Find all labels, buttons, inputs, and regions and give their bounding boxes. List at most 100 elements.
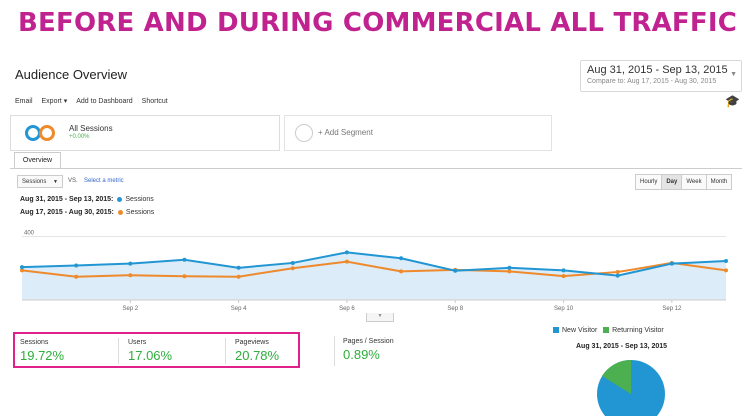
data-point-previous — [344, 259, 349, 264]
x-tick-label: Sep 8 — [447, 306, 463, 312]
x-tick-label: Sep 10 — [554, 306, 574, 312]
x-tick-label: Sep 2 — [122, 306, 138, 312]
series-dot-icon — [117, 209, 123, 215]
y-tick-label: 400 — [24, 230, 35, 236]
page-title: Audience Overview — [15, 67, 127, 82]
stat-value: 0.89% — [343, 347, 380, 362]
granularity-buttons: Hourly Day Week Month — [635, 174, 733, 190]
graduation-cap-icon[interactable]: 🎓 — [725, 94, 740, 108]
pie-date-range: Aug 31, 2015 - Sep 13, 2015 — [576, 343, 668, 350]
series-line-current — [21, 251, 727, 277]
data-point-current — [236, 265, 241, 270]
data-point-current — [669, 261, 674, 266]
data-point-current — [507, 265, 512, 270]
x-tick-label: Sep 4 — [231, 306, 247, 312]
data-point-current — [453, 268, 458, 273]
stat-label: Users — [128, 339, 147, 346]
stats-highlight-box: Sessions 19.72% Users 17.06% Pageviews 2… — [13, 332, 300, 368]
date-range-picker[interactable]: Aug 31, 2015 - Sep 13, 2015 Compare to: … — [580, 60, 742, 92]
month-button[interactable]: Month — [705, 174, 733, 190]
legend-swatch-icon — [553, 327, 559, 334]
legend-current-range: Aug 31, 2015 - Sep 13, 2015: — [20, 196, 114, 203]
data-point-current — [74, 263, 79, 268]
metric-select-value: Sessions — [22, 179, 47, 185]
segment-ring-icon — [39, 125, 55, 141]
data-point-previous — [236, 274, 241, 279]
pie-legend: New Visitor Returning Visitor — [553, 327, 664, 334]
legend-current: Aug 31, 2015 - Sep 13, 2015: Sessions — [20, 196, 154, 203]
data-point-current — [128, 261, 133, 266]
export-button[interactable]: Export ▾ — [42, 97, 68, 105]
data-point-previous — [182, 274, 187, 279]
email-button[interactable]: Email — [15, 97, 33, 105]
metric-select[interactable]: Sessions ▼ — [17, 175, 63, 188]
day-button[interactable]: Day — [661, 174, 683, 190]
data-point-current — [561, 268, 566, 273]
stat-value: 20.78% — [235, 348, 280, 363]
shortcut-button[interactable]: Shortcut — [141, 97, 168, 105]
data-point-current — [20, 265, 24, 270]
stat-pages-per-session: Pages / Session 0.89% — [343, 338, 394, 362]
legend-previous-label: Sessions — [125, 209, 155, 216]
stat-pageviews: Pageviews 20.78% — [235, 339, 279, 363]
data-point-previous — [507, 269, 512, 274]
data-point-previous — [561, 274, 566, 279]
tab-overview[interactable]: Overview — [14, 152, 61, 169]
stat-divider — [225, 338, 226, 364]
data-point-current — [399, 256, 404, 261]
legend-previous-range: Aug 17, 2015 - Aug 30, 2015: — [20, 209, 114, 216]
data-point-previous — [615, 270, 620, 275]
select-metric-link[interactable]: Select a metric — [84, 178, 124, 184]
tab-divider — [10, 168, 742, 169]
add-to-dashboard-button[interactable]: Add to Dashboard — [76, 97, 133, 105]
data-point-previous — [399, 269, 404, 274]
series-dot-icon — [117, 196, 123, 202]
stat-value: 17.06% — [128, 348, 173, 363]
segment-all-sessions[interactable]: All Sessions +0.00% — [10, 115, 280, 151]
stat-divider — [334, 336, 335, 366]
add-segment-button[interactable]: + Add Segment — [284, 115, 552, 151]
date-range-text: Aug 31, 2015 - Sep 13, 2015 — [587, 64, 728, 76]
x-tick-label: Sep 6 — [339, 306, 355, 312]
visitor-pie-chart — [597, 359, 665, 416]
add-segment-label: + Add Segment — [318, 128, 373, 137]
compare-range-text: Compare to: Aug 17, 2015 - Aug 30, 2015 — [587, 78, 717, 85]
series-line-previous — [21, 260, 727, 278]
data-point-current — [344, 250, 349, 255]
data-point-previous — [74, 274, 79, 279]
chart-collapse-handle[interactable]: ▼ — [366, 313, 394, 322]
stat-sessions: Sessions 19.72% — [20, 339, 64, 363]
chevron-down-icon: ▼ — [53, 179, 58, 185]
stat-divider — [118, 338, 119, 364]
data-point-previous — [724, 268, 728, 273]
add-circle-icon — [295, 124, 313, 142]
pie-legend-new: New Visitor — [562, 327, 598, 334]
data-point-current — [182, 257, 187, 262]
analytics-panel: Audience Overview Aug 31, 2015 - Sep 13,… — [0, 58, 750, 416]
stat-value: 19.72% — [20, 348, 65, 363]
stat-label: Pages / Session — [343, 338, 394, 345]
chevron-down-icon: ▼ — [730, 71, 737, 78]
legend-current-label: Sessions — [125, 196, 154, 203]
week-button[interactable]: Week — [681, 174, 707, 190]
report-toolbar: Email Export ▾ Add to Dashboard Shortcut — [15, 97, 168, 106]
legend-swatch-icon — [603, 327, 610, 334]
series-area — [22, 252, 726, 300]
banner: BEFORE AND DURING COMMERCIAL ALL TRAFFIC — [0, 0, 750, 58]
pie-legend-returning: Returning Visitor — [612, 327, 664, 334]
data-point-previous — [128, 273, 133, 278]
data-point-previous — [20, 268, 24, 273]
stat-label: Sessions — [20, 339, 49, 346]
banner-title: BEFORE AND DURING COMMERCIAL ALL TRAFFIC — [18, 8, 738, 38]
stat-users: Users 17.06% — [128, 339, 172, 363]
vs-label: VS. — [68, 178, 78, 184]
hourly-button[interactable]: Hourly — [635, 174, 663, 190]
data-point-current — [290, 260, 295, 265]
data-point-current — [724, 259, 728, 264]
pie-slice-returning — [602, 359, 631, 394]
export-label: Export — [41, 98, 62, 105]
segment-percentage: +0.00% — [69, 134, 90, 140]
legend-previous: Aug 17, 2015 - Aug 30, 2015: Sessions — [20, 209, 154, 216]
data-point-previous — [290, 266, 295, 271]
